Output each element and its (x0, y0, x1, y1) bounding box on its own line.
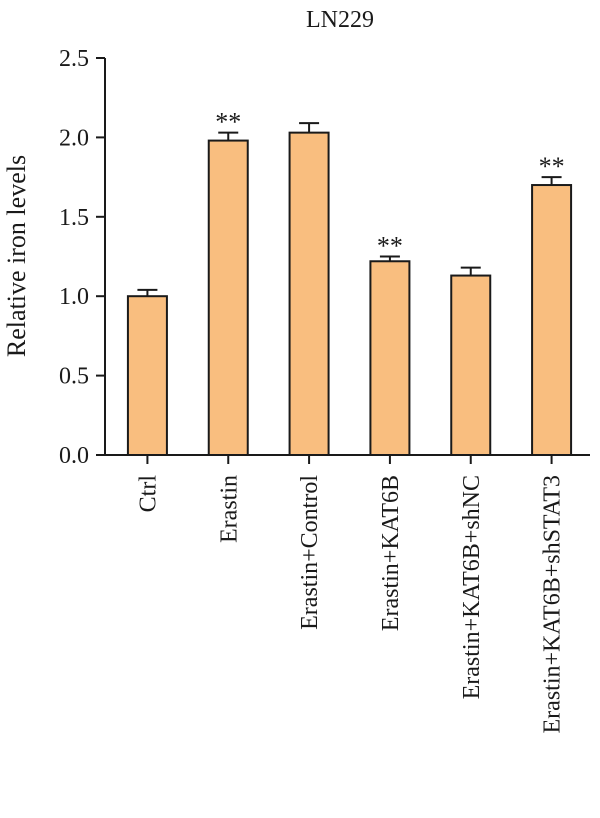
significance-label: ** (215, 108, 241, 137)
significance-label: ** (377, 232, 403, 261)
x-tick-label: Ctrl (135, 475, 161, 513)
y-tick-label: 2.5 (59, 46, 89, 72)
bar-3 (288, 131, 330, 457)
chart-title: LN229 (306, 7, 374, 33)
y-tick-label: 0.5 (59, 364, 89, 390)
y-tick-label: 0.0 (59, 443, 89, 469)
y-tick-label: 2.0 (59, 125, 89, 151)
bar-6 (531, 184, 573, 456)
bar-5 (450, 274, 492, 456)
x-tick-label: Erastin+KAT6B+shNC (459, 475, 485, 699)
category-labels: Ctrl Erastin Erastin+Control Erastin+KAT6B E… (135, 475, 565, 734)
bars: ** ** ** (126, 108, 573, 457)
x-tick-label: Erastin (216, 475, 242, 543)
y-tick-label: 1.5 (59, 205, 89, 231)
axes: 0.0 0.5 1.0 1.5 2.0 2.5 (59, 46, 590, 469)
significance-label: ** (539, 152, 565, 181)
bar-1 (126, 295, 168, 457)
bar-4 (369, 260, 411, 456)
y-axis-label: Relative iron levels (2, 155, 31, 357)
bar-2 (207, 139, 249, 457)
x-tick-label: Erastin+Control (297, 475, 323, 630)
y-tick-label: 1.0 (59, 284, 89, 310)
x-tick-label: Erastin+KAT6B+shSTAT3 (540, 475, 566, 733)
x-tick-label: Erastin+KAT6B (378, 475, 404, 631)
